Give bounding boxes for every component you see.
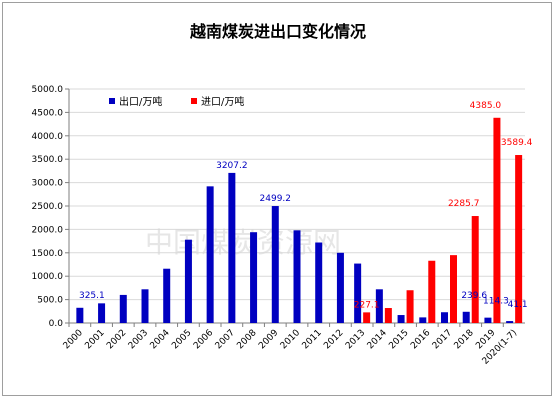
x-tick-label: 2017 [431, 328, 454, 351]
export-data-label: 3207.2 [216, 161, 248, 171]
import-data-label: 4385.0 [470, 101, 502, 111]
x-tick-label: 2011 [301, 328, 324, 351]
x-tick-label: 2003 [127, 328, 150, 351]
x-tick-label: 2002 [105, 328, 128, 351]
export-bar [250, 232, 258, 323]
export-bar [206, 186, 214, 323]
y-tick-label: 3000.0 [32, 179, 64, 189]
export-bar [184, 239, 192, 323]
import-data-label: 227.1 [354, 300, 380, 310]
export-bar [506, 321, 514, 323]
export-data-label: 41.1 [508, 300, 528, 310]
export-data-label: 325.1 [79, 291, 105, 301]
x-tick-label: 2018 [453, 328, 476, 351]
import-data-label: 2285.7 [448, 199, 480, 209]
y-axis: 0.0 500.0 1000.0 1500.0 2000.0 2500.0 3000.0 35… [32, 85, 70, 329]
export-bar [141, 289, 149, 323]
y-tick-label: 0.0 [49, 319, 64, 329]
x-tick-label: 2008 [235, 328, 258, 351]
x-tick-label: 2014 [366, 328, 389, 351]
legend: 出口/万吨 进口/万吨 [109, 95, 244, 108]
x-tick-label: 2009 [257, 328, 280, 351]
export-bar [397, 315, 405, 323]
export-data-label: 239.6 [461, 291, 487, 301]
import-bar [493, 117, 501, 323]
import-bar [406, 290, 414, 323]
export-bar [76, 307, 84, 323]
legend-label-import: 进口/万吨 [201, 95, 244, 108]
export-bar [315, 242, 323, 323]
export-bar [228, 172, 236, 323]
y-tick-label: 500.0 [37, 296, 63, 306]
x-tick-label: 2013 [344, 328, 367, 351]
x-tick-label: 2001 [83, 328, 106, 351]
export-bar [293, 230, 301, 323]
import-bar [428, 260, 436, 323]
export-bar [119, 294, 127, 323]
legend-swatch-export [109, 98, 115, 104]
x-tick-label: 2016 [409, 328, 432, 351]
y-gridlines [69, 88, 525, 324]
import-bar [515, 155, 523, 323]
watermark: 中国煤炭资源网 [145, 226, 341, 259]
x-axis: 2000200120022003200420052006200720082009… [62, 322, 525, 367]
x-tick-label: 2000 [62, 328, 85, 351]
data-labels: 325.1 3207.2 2499.2 227.1 239.6 2285.7 114.3 43… [79, 101, 533, 311]
export-bar [354, 263, 362, 323]
import-bar [450, 255, 457, 323]
x-tick-label: 2015 [387, 328, 410, 351]
import-bar [471, 216, 479, 323]
export-bar [419, 317, 427, 323]
legend-label-export: 出口/万吨 [119, 95, 162, 108]
y-tick-label: 5000.0 [32, 85, 64, 95]
export-bar [163, 268, 171, 323]
legend-swatch-import [191, 98, 197, 104]
y-tick-label: 4500.0 [32, 108, 64, 118]
y-tick-label: 3500.0 [32, 155, 64, 165]
export-bar [484, 317, 492, 323]
export-bar [441, 312, 448, 323]
y-tick-label: 1000.0 [32, 272, 64, 282]
y-tick-label: 2500.0 [32, 202, 64, 212]
chart-frame [2, 2, 552, 396]
export-bar [336, 252, 344, 323]
import-data-label: 3589.4 [501, 138, 533, 148]
y-tick-label: 2000.0 [32, 225, 64, 235]
export-bar [462, 311, 470, 323]
export-bar [98, 303, 106, 323]
x-tick-label: 2010 [279, 328, 302, 351]
import-bar [363, 312, 371, 323]
x-tick-label: 2004 [149, 328, 172, 351]
x-tick-label: 2007 [214, 328, 237, 351]
import-bar [384, 308, 392, 323]
chart-title: 越南煤炭进出口变化情况 [189, 22, 366, 41]
x-tick-label: 2006 [192, 328, 215, 351]
export-data-label: 114.3 [483, 297, 509, 307]
export-bar [271, 206, 279, 323]
x-tick-label: 2012 [322, 328, 345, 351]
export-data-label: 2499.2 [260, 194, 292, 204]
export-bar [375, 289, 383, 323]
x-tick-label: 2005 [170, 328, 193, 351]
y-tick-label: 4000.0 [32, 132, 64, 142]
bars [76, 117, 523, 323]
y-tick-label: 1500.0 [32, 249, 64, 259]
